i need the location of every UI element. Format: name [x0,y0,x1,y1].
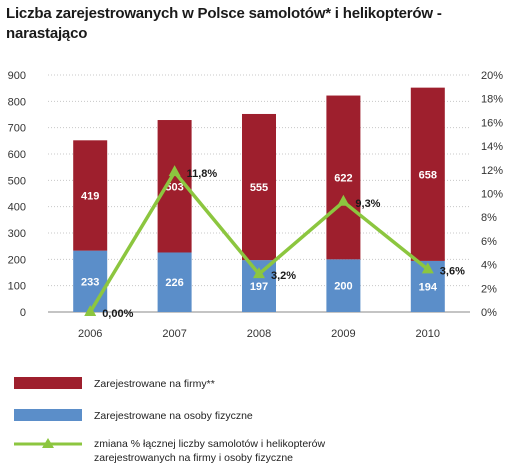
legend-item-zmiana: zmiana % łącznej liczby samolotów i heli… [14,437,394,467]
data-label-firmy: 419 [81,190,99,202]
data-label-zmiana: 9,3% [355,198,380,210]
data-label-osoby: 233 [81,276,99,288]
x-tick-label: 2009 [331,328,355,340]
chart-title: Liczba zarejestrowanych w Polsce samolot… [6,5,442,42]
data-label-zmiana: 3,6% [440,265,465,277]
legend-swatch-firmy [14,377,82,389]
y2-tick-label: 20% [481,70,503,82]
x-tick-label: 2010 [416,328,440,340]
data-label-zmiana: 0,00% [102,308,133,320]
y2-tick-label: 16% [481,117,503,129]
y-tick-label: 400 [8,202,26,214]
x-tick-label: 2007 [162,328,186,340]
legend-swatch-line-marker [14,438,82,448]
y-tick-label: 700 [8,123,26,135]
line-marker [253,267,265,279]
bar-firmy [242,113,276,261]
y2-tick-label: 14% [481,141,503,153]
bar-osoby-fizyczne [157,252,192,312]
legend-label-firmy: Zarejestrowane na firmy** [94,378,215,390]
y2-tick-label: 12% [481,165,503,177]
y-tick-label: 800 [8,96,26,108]
bar-osoby-fizyczne [326,259,361,312]
line-marker [421,262,434,274]
x-tick-label: 2006 [78,328,102,340]
y-tick-label: 600 [8,149,26,161]
y-tick-label: 200 [8,254,26,266]
y2-tick-label: 18% [481,94,503,106]
legend-item-firmy: Zarejestrowane na firmy** [14,377,394,391]
data-label-firmy: 503 [165,181,183,193]
line-marker [337,194,350,206]
y2-tick-label: 2% [481,283,497,295]
y-tick-label: 0 [20,307,26,319]
legend-item-osoby: Zarejestrowane na osoby fizyczne [14,409,394,423]
data-label-osoby: 226 [165,277,183,289]
data-label-zmiana: 3,2% [271,270,296,282]
bar-firmy [410,87,445,261]
y-tick-label: 100 [8,281,26,293]
y-tick-label: 900 [8,70,26,82]
y-tick-label: 300 [8,228,26,240]
data-label-osoby: 194 [419,281,438,293]
y-tick-label: 500 [8,175,26,187]
y2-tick-label: 10% [481,189,503,201]
line-marker [84,305,97,316]
y2-tick-label: 6% [481,236,497,248]
y2-tick-label: 8% [481,212,497,224]
data-label-zmiana: 11,8% [187,168,218,180]
line-marker [168,165,181,177]
bar-firmy [326,95,361,260]
x-tick-label: 2008 [247,328,271,340]
data-label-firmy: 555 [250,182,268,194]
data-label-firmy: 658 [419,169,437,181]
data-label-osoby: 200 [334,281,352,293]
plot-area: 0 100 200 300 400 500 600 700 800 900 0% 2% 4% 6% 8% 10… [8,70,504,340]
y2-tick-label: 4% [481,260,497,272]
legend-label-osoby: Zarejestrowane na osoby fizyczne [94,410,253,422]
legend-swatch-osoby [14,409,82,421]
data-label-osoby: 197 [250,281,268,293]
legend-label-zmiana: zmiana % łącznej liczby samolotów i heli… [94,438,326,464]
bar-osoby-fizyczne [73,250,108,312]
y2-tick-label: 0% [481,307,497,319]
bar-firmy [73,140,108,251]
data-label-firmy: 622 [334,172,352,184]
